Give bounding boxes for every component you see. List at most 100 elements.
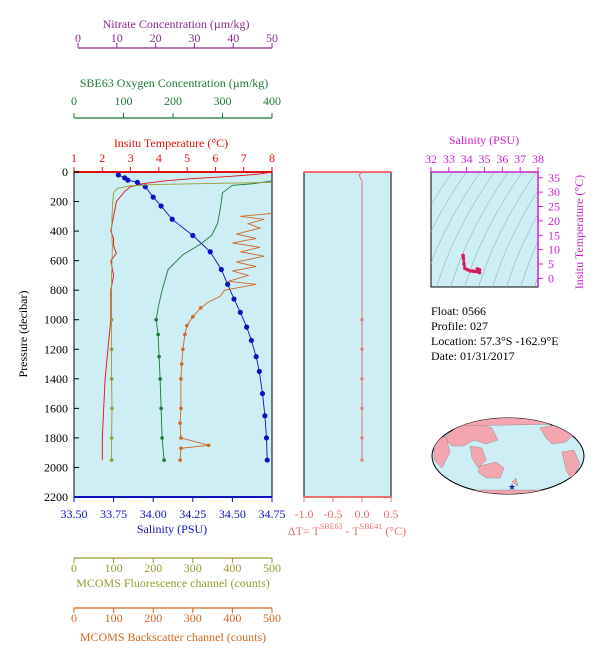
ts-temperature-tick-label: 35 [548,171,560,185]
salinity-data-point [134,179,140,185]
delta-t-tick-label: 0.5 [384,507,399,521]
salinity-data-point [231,296,237,302]
ts-temperature-tick-label: 0 [548,271,554,285]
temperature-axis: Insitu Temperature (°C) 1 2 3 4 5 6 7 8 [71,136,275,172]
backscatter-data-point [191,314,195,319]
fluorescence-data-point [109,317,114,322]
salinity-data-point [256,368,262,375]
delta-t-data-point [360,458,364,462]
ts-salinity-tick-label: 38 [532,152,544,166]
isopycnal-curve [506,213,538,287]
ts-temperature-tick-label: 30 [548,185,560,199]
ts-data-point [461,256,466,261]
oxygen-data-point [156,332,160,337]
temperature-tick-label: 8 [269,151,275,165]
ts-data-point [463,266,467,271]
delta-t-panel-background [303,171,392,498]
pressure-tick-label: 1800 [44,431,68,445]
backscatter-data-point [178,458,182,462]
backscatter-data-point [179,446,183,451]
pressure-tick-label: 400 [50,224,68,238]
map-new-zealand [511,477,519,487]
delta-t-panel: -1.0 -0.5 0.0 0.5 ΔT= TSBE63 - TSBE41 (°C) [288,171,406,538]
salinity-tick-label: 34.75 [259,507,286,521]
profile-panel: 0 200 400 600 800 1000 1200 1400 1600 1800 2000 220… [16,165,273,504]
salinity-data-point [248,337,255,344]
ts-data-point [473,269,478,274]
world-map: ★ [431,417,585,495]
salinity-axis-label: Salinity (PSU) [137,522,207,536]
fluorescence-axis: 0 100 200 300 400 500 MCOMS Fluorescence chan… [71,557,281,590]
oxygen-axis-label: SBE63 Oxygen Concentration (µm/kg) [80,76,269,90]
isopycnal-curve [464,172,523,287]
nitrate-ticks: 0 10 20 30 40 50 [75,31,278,48]
map-arctic [449,418,571,427]
backscatter-tick-label: 100 [105,611,123,625]
delta-t-tick-label: -0.5 [324,507,343,521]
ts-diagram: Salinity (PSU) 32 33 34 35 36 37 38 0510152025… [425,133,586,289]
salinity-data-point [259,390,266,397]
delta-t-axis-label: ΔT= TSBE63 - TSBE41 (°C) [288,522,406,538]
ts-salinity-tick-label: 37 [514,152,526,166]
ts-panel-background [430,171,539,288]
backscatter-data-point [178,421,182,425]
backscatter-data-point [206,443,211,448]
delta-t-label-main: ΔT= T [288,524,321,538]
salinity-data-point [207,249,213,255]
profile-number: Profile: 027 [431,319,488,333]
float-id: Float: 0566 [431,304,487,318]
isopycnal-curve [534,275,538,287]
oxygen-data-point [157,354,161,359]
backscatter-data-point [185,323,189,328]
temperature-axis-label: Insitu Temperature (°C) [114,136,228,150]
delta-t-data-point [360,347,364,351]
fluorescence-ticks: 0 100 200 300 400 500 [71,558,281,575]
ts-salinity-tick-label: 33 [443,152,455,166]
oxygen-tick-label: 100 [115,94,133,108]
profile-series [101,171,273,463]
salinity-data-point [225,281,231,287]
delta-t-data-point [360,318,364,322]
map-africa [433,435,451,469]
isopycnal-curve [450,172,509,287]
delta-t-series [358,171,364,462]
delta-t-data-point [360,406,364,410]
ts-salinity-tick-label: 34 [461,152,473,166]
salinity-data-point [253,354,259,360]
backscatter-tick-label: 0 [71,611,77,625]
salinity-tick-label: 34.25 [179,507,206,521]
backscatter-data-point [183,332,187,337]
ts-temperature-tick-label: 10 [548,243,560,257]
backscatter-data-point [179,436,183,440]
salinity-data-point [262,413,268,419]
float-info: Float: 0566 Profile: 027 Location: 57.3°… [431,304,559,364]
oxygen-data-point [159,406,163,411]
delta-t-label-unit: (°C) [382,524,406,538]
oxygen-ticks: 0 100 200 300 400 [71,94,281,118]
backscatter-data-point [181,347,185,352]
fluorescence-data-point [110,406,114,411]
ts-salinity-tick-label: 36 [496,152,508,166]
fluorescence-tick-label: 300 [184,561,202,575]
ts-data-point [475,267,480,271]
pressure-tick-label: 2200 [44,490,68,504]
oxygen-axis: SBE63 Oxygen Concentration (µm/kg) 0 100 2… [71,76,281,119]
salinity-profile-line [118,174,268,461]
delta-t-label-sup2: SBE41 [360,522,383,531]
delta-t-tick-label: -1.0 [295,507,314,521]
ts-temperature-tick-label: 20 [548,214,560,228]
fluorescence-axis-label: MCOMS Fluorescence channel (counts) [76,576,270,590]
profile-panel-background [73,171,273,498]
fluorescence-profile-line [111,181,273,461]
map-southeast-asia [469,445,487,469]
delta-t-tick-label: 0.0 [355,507,370,521]
delta-t-data-point [360,436,364,440]
salinity-axis: 33.50 33.75 34.00 34.25 34.50 34.75 Salinity … [61,496,286,536]
nitrate-tick-label: 40 [227,31,239,45]
fluorescence-tick-label: 0 [71,561,77,575]
fluorescence-tick-label: 400 [223,561,241,575]
salinity-data-point [263,435,270,441]
pressure-tick-label: 600 [50,254,68,268]
